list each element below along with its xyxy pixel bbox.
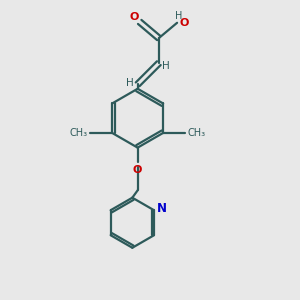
Text: CH₃: CH₃ <box>187 128 206 138</box>
Text: H: H <box>176 11 183 21</box>
Text: H: H <box>162 61 170 71</box>
Text: O: O <box>130 12 139 22</box>
Text: O: O <box>180 18 189 28</box>
Text: H: H <box>126 78 134 88</box>
Text: CH₃: CH₃ <box>70 128 88 138</box>
Text: O: O <box>133 165 142 175</box>
Text: N: N <box>157 202 167 215</box>
